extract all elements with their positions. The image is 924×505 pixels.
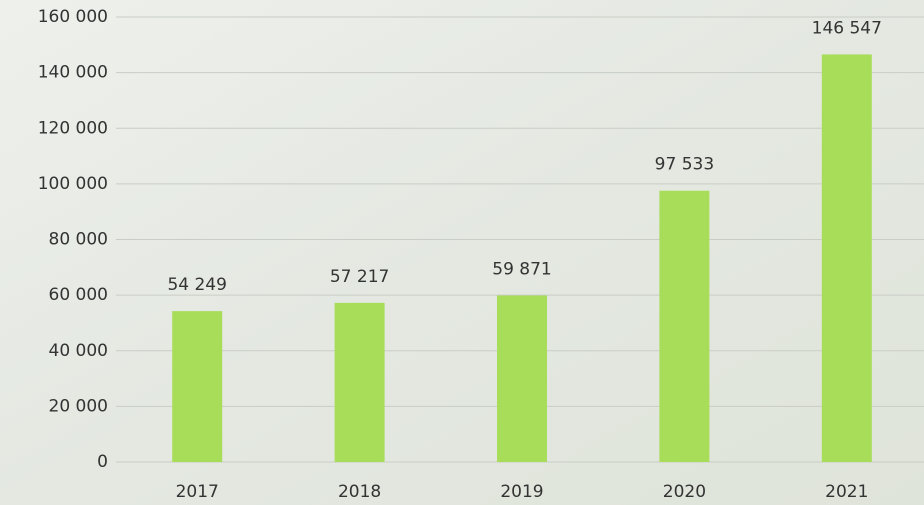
bar (172, 311, 222, 462)
bar (335, 303, 385, 462)
x-tick-label: 2020 (663, 482, 706, 502)
y-tick-label: 80 000 (49, 230, 108, 250)
value-label: 54 249 (167, 275, 226, 295)
x-tick-label: 2017 (176, 482, 219, 502)
y-tick-label: 20 000 (49, 396, 108, 416)
value-label: 97 533 (655, 155, 714, 175)
x-tick-label: 2019 (500, 482, 543, 502)
y-tick-label: 40 000 (49, 341, 108, 361)
y-tick-label: 120 000 (38, 118, 108, 138)
chart: 0 20 000 40 000 60 000 80 000 100 000 120 000 1… (0, 0, 924, 505)
background (0, 0, 924, 505)
bar (659, 191, 709, 462)
bar (497, 295, 547, 462)
y-tick-label: 160 000 (38, 7, 108, 27)
y-tick-label: 0 (97, 452, 108, 472)
value-label: 59 871 (492, 259, 551, 279)
y-tick-label: 140 000 (38, 63, 108, 83)
y-tick-label: 60 000 (49, 285, 108, 305)
x-tick-label: 2021 (825, 482, 868, 502)
x-tick-label: 2018 (338, 482, 381, 502)
value-label: 146 547 (812, 18, 882, 38)
bar (822, 54, 872, 462)
value-label: 57 217 (330, 267, 389, 287)
y-tick-label: 100 000 (38, 174, 108, 194)
